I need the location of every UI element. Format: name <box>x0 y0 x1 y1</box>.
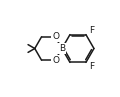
Text: F: F <box>89 26 94 35</box>
Text: O: O <box>52 32 59 41</box>
Text: F: F <box>89 62 94 71</box>
Text: O: O <box>52 56 59 65</box>
Text: B: B <box>59 44 65 53</box>
